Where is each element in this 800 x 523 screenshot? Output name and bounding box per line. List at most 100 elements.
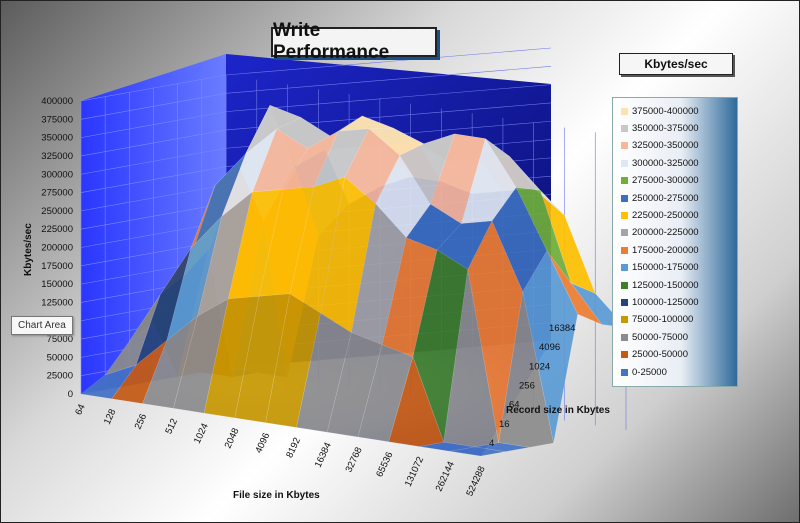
legend-label: 225000-250000 (632, 209, 699, 221)
legend-label: 350000-375000 (632, 122, 699, 134)
surface-patch (344, 128, 400, 205)
y-axis-label: Record size in Kbytes (506, 405, 610, 416)
legend-swatch (621, 159, 628, 167)
legend-item[interactable]: 275000-300000 (621, 174, 699, 188)
legend-item[interactable]: 350000-375000 (621, 121, 699, 135)
z-axis-label: Kbytes/sec (23, 223, 34, 276)
y-axis: 4 16 64 256 1024 4096 16384 (489, 323, 575, 449)
legend-swatch (621, 194, 628, 202)
legend-label: 100000-125000 (632, 296, 699, 308)
x-tick-label: 128 (102, 407, 119, 426)
chart-area-tooltip: Chart Area (11, 316, 73, 335)
legend-swatch (621, 316, 628, 324)
surface-patch (296, 312, 352, 433)
legend-swatch (621, 333, 628, 341)
surface-patch (540, 190, 596, 294)
z-tick-label: 125000 (41, 297, 73, 308)
y-tick-label: 1024 (529, 361, 550, 372)
legend-item[interactable]: 250000-275000 (621, 191, 699, 205)
surface-patch (450, 446, 506, 457)
legend-label: 325000-350000 (632, 140, 699, 152)
legend-item[interactable]: 300000-325000 (621, 156, 699, 170)
x-tick-label: 4096 (253, 431, 272, 455)
legend-title[interactable]: Kbytes/sec (619, 53, 733, 75)
legend-title-text: Kbytes/sec (644, 57, 708, 71)
grid-line (225, 84, 552, 112)
grid-line (225, 66, 552, 94)
x-tick-label: 1024 (192, 422, 211, 446)
legend-swatch (621, 211, 628, 219)
legend-swatch (621, 298, 628, 306)
legend-item[interactable]: 25000-50000 (621, 348, 688, 362)
x-tick-label: 8192 (284, 436, 303, 460)
legend-item[interactable]: 75000-100000 (621, 313, 693, 327)
z-axis: 0250005000075000100000125000150000175000… (41, 96, 73, 400)
x-tick-label: 524288 (464, 465, 487, 498)
x-tick-label: 2048 (223, 426, 242, 450)
z-tick-label: 325000 (41, 151, 73, 162)
y-tick-label: 4 (489, 438, 494, 449)
z-tick-label: 150000 (41, 279, 73, 290)
surface-patch (412, 249, 469, 443)
z-tick-label: 0 (68, 389, 73, 400)
z-tick-label: 275000 (41, 188, 73, 199)
z-tick-label: 400000 (41, 96, 73, 107)
legend-swatch (621, 264, 628, 272)
legend-label: 200000-225000 (632, 227, 699, 239)
x-axis-label: File size in Kbytes (233, 490, 320, 501)
x-tick-label: 262144 (434, 460, 457, 493)
surface-plot (80, 104, 627, 457)
legend-label: 75000-100000 (632, 314, 694, 326)
surface-patch (460, 138, 517, 224)
y-tick-label: 16384 (549, 323, 575, 334)
surface-patch (104, 294, 161, 376)
legend-item[interactable]: 100000-125000 (621, 295, 699, 309)
legend-swatch (621, 368, 628, 376)
legend-label: 25000-50000 (632, 349, 688, 361)
legend-swatch (621, 124, 628, 132)
legend-item[interactable]: 325000-350000 (621, 139, 699, 153)
y-tick-label: 16 (499, 419, 510, 430)
legend-swatch (621, 177, 628, 185)
legend-label: 175000-200000 (632, 244, 699, 256)
z-tick-label: 25000 (47, 371, 73, 382)
z-tick-label: 350000 (41, 133, 73, 144)
legend-label: 50000-75000 (632, 331, 688, 343)
surface-patch (419, 441, 475, 452)
surface-patch (172, 298, 229, 414)
legend-label: 375000-400000 (632, 105, 699, 117)
chart-title-text: Write Performance (273, 20, 390, 63)
surface-patch (375, 154, 431, 239)
grid-line (225, 47, 552, 76)
legend[interactable]: 375000-400000 350000-375000 325000-350000 3… (612, 97, 738, 387)
z-tick-label: 200000 (41, 243, 73, 254)
x-tick-label: 256 (133, 412, 150, 431)
legend-label: 250000-275000 (632, 192, 699, 204)
legend-item[interactable]: 150000-175000 (621, 261, 699, 275)
legend-swatch (621, 281, 628, 289)
legend-swatch (621, 107, 628, 115)
legend-item[interactable]: 200000-225000 (621, 226, 699, 240)
legend-item[interactable]: 125000-150000 (621, 278, 699, 292)
legend-item[interactable]: 175000-200000 (621, 243, 699, 257)
legend-label: 0-25000 (632, 366, 667, 378)
x-tick-label: 512 (163, 417, 180, 436)
legend-label: 125000-150000 (632, 279, 699, 291)
x-tick-label: 16384 (313, 441, 334, 470)
y-tick-label: 4096 (539, 342, 560, 353)
surface-patch (498, 291, 554, 448)
legend-item[interactable]: 0-25000 (621, 365, 667, 379)
legend-item[interactable]: 50000-75000 (621, 330, 688, 344)
z-tick-label: 375000 (41, 114, 73, 125)
surface-patch (388, 355, 444, 447)
legend-item[interactable]: 225000-250000 (621, 208, 699, 222)
x-tick-label: 64 (73, 403, 87, 417)
surface-patch (265, 293, 321, 428)
z-tick-label: 300000 (41, 169, 73, 180)
chart-title[interactable]: Write Performance (271, 20, 437, 63)
legend-item[interactable]: 375000-400000 (621, 104, 699, 118)
z-tick-label: 50000 (47, 352, 73, 363)
legend-swatch (621, 229, 628, 237)
